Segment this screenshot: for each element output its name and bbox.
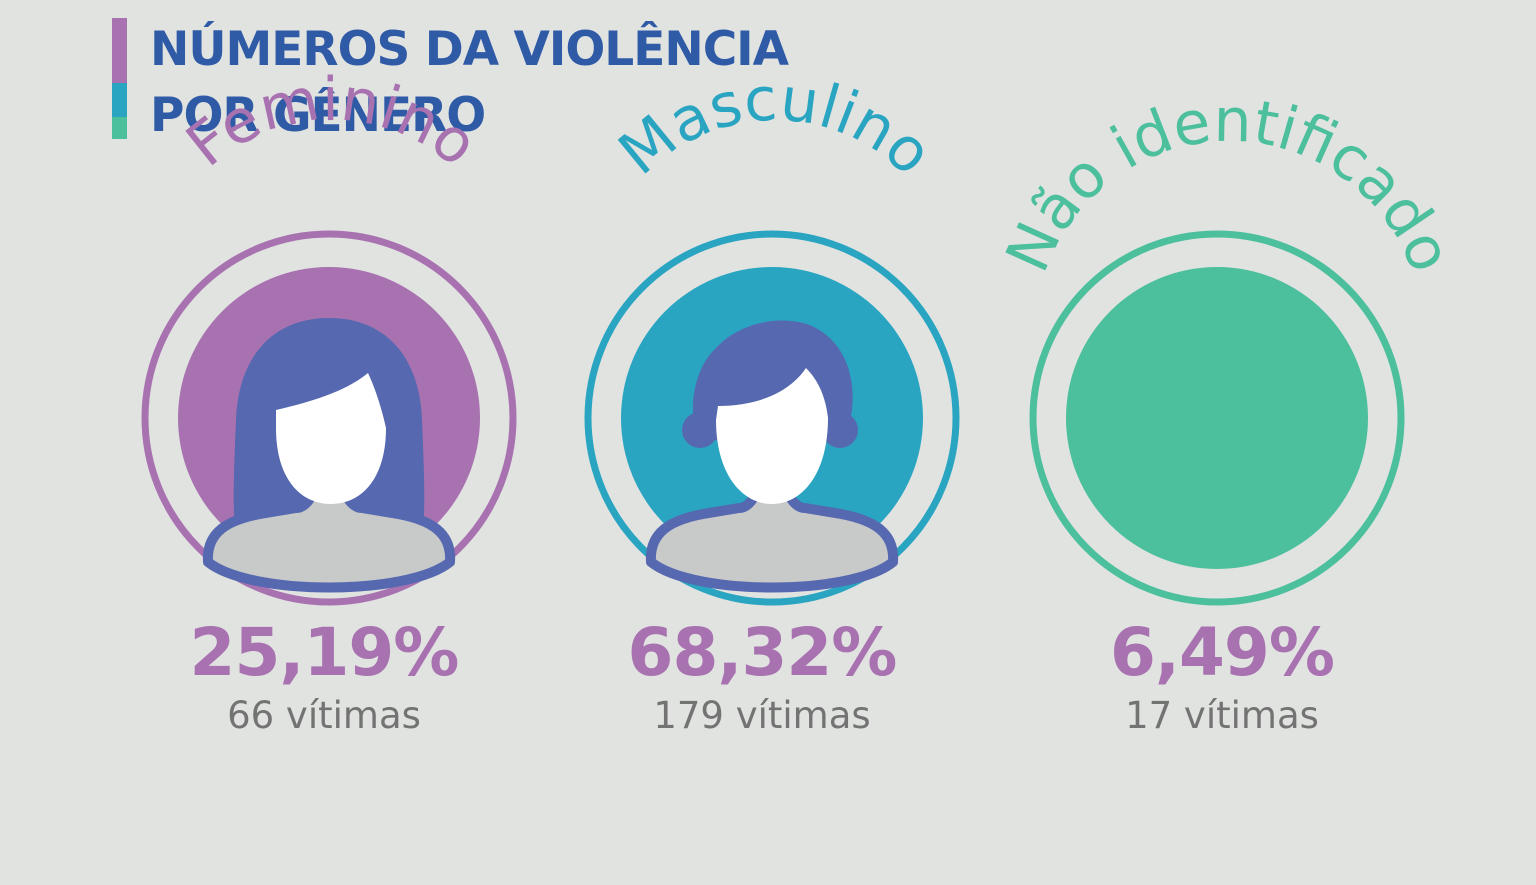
ring-nao-identificado bbox=[1029, 230, 1405, 606]
label-masculino: Masculino bbox=[606, 64, 945, 189]
victims-nao-identificado: 17 vítimas bbox=[1125, 694, 1319, 737]
label-nao-identificado: Não identificado bbox=[993, 86, 1466, 282]
page-title-line-2: POR GÊNERO bbox=[150, 88, 486, 143]
filled-circle-icon bbox=[1066, 267, 1368, 569]
man-shoulders bbox=[645, 489, 899, 593]
victims-masculino: 179 vítimas bbox=[653, 694, 871, 737]
title-bar-green bbox=[112, 117, 127, 139]
man-face bbox=[716, 368, 828, 504]
percent-masculino: 68,32% bbox=[627, 614, 898, 691]
group-nao-identificado: Não identificado bbox=[993, 86, 1466, 606]
victims-feminino: 66 vítimas bbox=[227, 694, 421, 737]
woman-shoulders bbox=[202, 489, 456, 593]
title-bar-blue bbox=[112, 83, 127, 117]
label-feminino: Feminino bbox=[174, 64, 490, 180]
group-feminino: Feminino bbox=[141, 64, 517, 606]
woman-face bbox=[276, 373, 386, 504]
percent-feminino: 25,19% bbox=[189, 614, 460, 691]
ring-masculino bbox=[584, 230, 960, 606]
title-bar-purple bbox=[112, 18, 127, 83]
group-masculino: Masculino bbox=[584, 64, 960, 606]
ring-feminino bbox=[141, 230, 517, 606]
percent-nao-identificado: 6,49% bbox=[1110, 614, 1335, 691]
page-title-line-1: NÚMEROS DA VIOLÊNCIA bbox=[150, 22, 789, 77]
